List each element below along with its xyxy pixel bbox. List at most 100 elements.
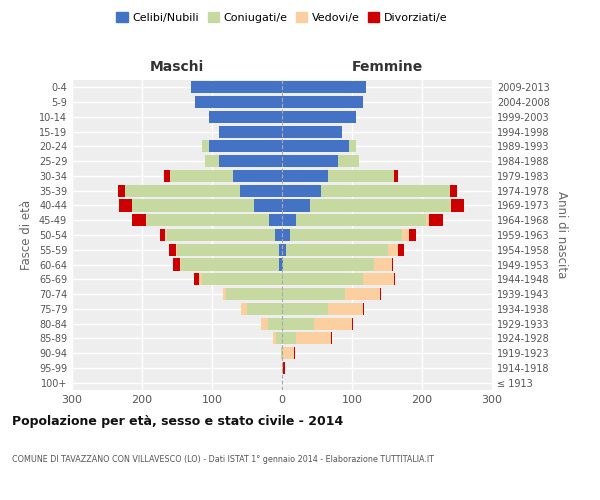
Bar — [282, 184, 320, 197]
Bar — [269, 214, 282, 226]
Bar — [202, 140, 209, 152]
Bar — [296, 332, 331, 344]
Legend: Celibi/Nubili, Coniugati/e, Vedovi/e, Divorziati/e: Celibi/Nubili, Coniugati/e, Vedovi/e, Di… — [112, 8, 452, 28]
Bar — [388, 244, 398, 256]
Bar — [226, 288, 282, 300]
Bar — [282, 82, 366, 94]
Bar — [338, 155, 359, 167]
Bar — [282, 229, 290, 241]
Bar — [282, 155, 338, 167]
Bar — [282, 244, 286, 256]
Bar — [209, 111, 282, 123]
Bar — [169, 244, 176, 256]
Bar — [380, 288, 382, 300]
Bar — [374, 258, 392, 270]
Bar — [320, 184, 450, 197]
Bar — [394, 273, 395, 285]
Bar — [282, 258, 283, 270]
Bar — [282, 332, 296, 344]
Bar — [268, 318, 282, 330]
Bar — [278, 244, 282, 256]
Bar — [118, 184, 125, 197]
Bar — [254, 200, 282, 211]
Bar — [290, 229, 403, 241]
Bar — [199, 273, 202, 285]
Bar — [209, 140, 282, 152]
Bar — [219, 126, 282, 138]
Bar — [125, 184, 240, 197]
Bar — [194, 96, 282, 108]
Bar — [282, 303, 328, 315]
Bar — [164, 170, 170, 182]
Bar — [282, 96, 362, 108]
Bar — [345, 288, 380, 300]
Bar — [409, 229, 416, 241]
Bar — [362, 303, 364, 315]
Bar — [194, 273, 199, 285]
Bar — [131, 200, 254, 211]
Bar — [328, 170, 394, 182]
Bar — [282, 362, 283, 374]
Bar — [429, 214, 443, 226]
Bar — [202, 273, 282, 285]
Bar — [241, 303, 247, 315]
Bar — [282, 200, 310, 211]
Bar — [362, 273, 394, 285]
Bar — [146, 214, 147, 226]
Bar — [425, 214, 429, 226]
Bar — [219, 155, 282, 167]
Bar — [131, 214, 146, 226]
Bar — [294, 347, 295, 359]
Bar — [205, 155, 219, 167]
Bar — [282, 288, 345, 300]
Text: Femmine: Femmine — [352, 60, 422, 74]
Bar — [286, 244, 388, 256]
Bar — [177, 244, 278, 256]
Bar — [173, 258, 180, 270]
Bar — [147, 214, 269, 226]
Bar — [282, 170, 328, 182]
Bar — [165, 229, 167, 241]
Bar — [223, 288, 226, 300]
Bar — [282, 111, 355, 123]
Bar — [398, 244, 404, 256]
Bar — [281, 347, 282, 359]
Bar — [279, 258, 282, 270]
Bar — [283, 347, 294, 359]
Bar — [282, 214, 296, 226]
Bar — [394, 170, 398, 182]
Bar — [450, 200, 451, 211]
Y-axis label: Fasce di età: Fasce di età — [20, 200, 33, 270]
Text: Popolazione per età, sesso e stato civile - 2014: Popolazione per età, sesso e stato civil… — [12, 415, 343, 428]
Bar — [191, 82, 282, 94]
Y-axis label: Anni di nascita: Anni di nascita — [555, 192, 568, 278]
Bar — [181, 258, 279, 270]
Bar — [167, 229, 275, 241]
Bar — [277, 332, 282, 344]
Bar — [282, 140, 349, 152]
Bar — [296, 214, 425, 226]
Bar — [282, 318, 314, 330]
Bar — [160, 229, 165, 241]
Bar — [349, 140, 355, 152]
Bar — [233, 170, 282, 182]
Bar — [273, 332, 277, 344]
Bar — [352, 318, 353, 330]
Bar — [240, 184, 282, 197]
Bar — [331, 332, 332, 344]
Bar — [450, 184, 457, 197]
Bar — [451, 200, 464, 211]
Bar — [310, 200, 450, 211]
Bar — [119, 200, 131, 211]
Bar — [180, 258, 181, 270]
Bar — [283, 362, 285, 374]
Bar — [392, 258, 394, 270]
Bar — [403, 229, 409, 241]
Bar — [282, 126, 341, 138]
Bar — [176, 244, 177, 256]
Bar — [170, 170, 233, 182]
Bar — [282, 273, 362, 285]
Bar — [282, 347, 283, 359]
Text: COMUNE DI TAVAZZANO CON VILLAVESCO (LO) - Dati ISTAT 1° gennaio 2014 - Elaborazi: COMUNE DI TAVAZZANO CON VILLAVESCO (LO) … — [12, 455, 434, 464]
Text: Maschi: Maschi — [150, 60, 204, 74]
